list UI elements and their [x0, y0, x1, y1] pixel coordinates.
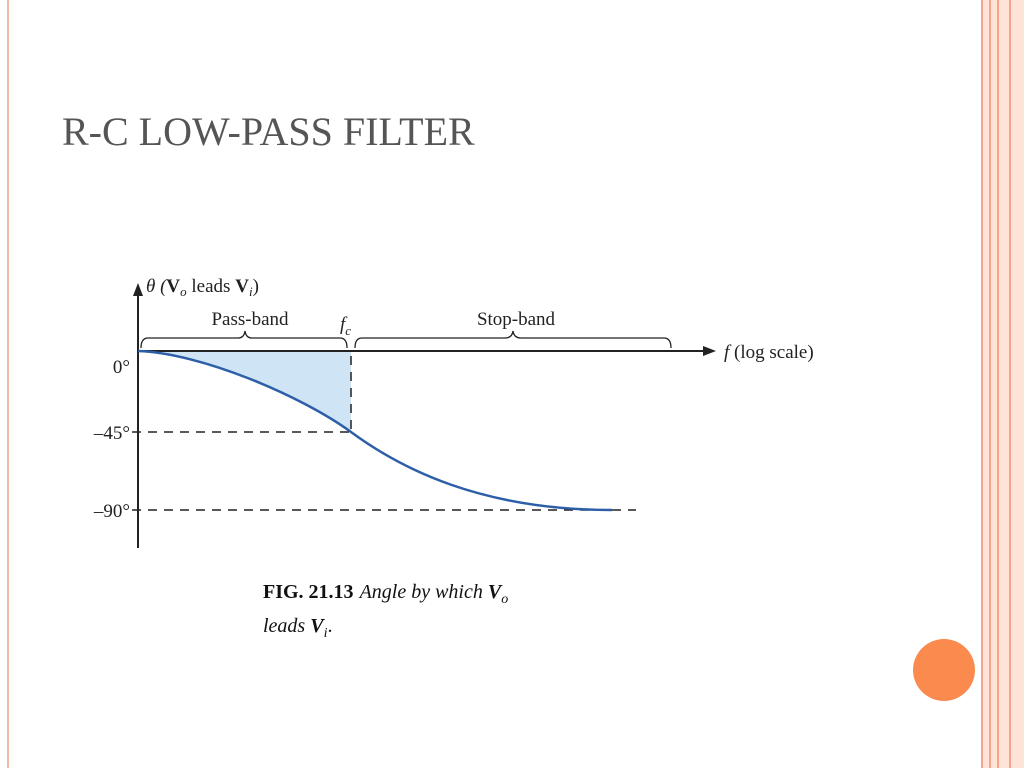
y-axis-label: θ (Vo leads Vi) [146, 276, 259, 299]
y-tick-label: 0° [113, 357, 130, 378]
cutoff-label: fc [340, 314, 351, 338]
label-part: V [235, 276, 249, 297]
caption-line1: FIG. 21.13 Angle by which Vo [263, 581, 508, 607]
label-part: θ ( [146, 276, 168, 297]
caption-part: . [327, 615, 332, 637]
label-part: V [166, 276, 180, 297]
x-axis-label: f (log scale) [724, 342, 814, 363]
phase-curve [137, 349, 613, 512]
label-part: c [345, 323, 351, 338]
caption-part: o [501, 592, 508, 607]
caption-line2: leads Vi. [263, 615, 332, 641]
caption-part: leads [263, 615, 310, 637]
caption-part: V [310, 615, 325, 637]
pass-band-label: Pass-band [211, 309, 289, 330]
label-part: o [180, 284, 187, 299]
caption-part: Angle by which [358, 581, 488, 603]
label-part: f [724, 342, 732, 363]
decor-circle [913, 639, 975, 701]
label-part: ) [253, 276, 259, 297]
caption-number: FIG. 21.13 [263, 581, 354, 603]
label-part: (log scale) [729, 342, 813, 363]
caption-part: V [488, 581, 503, 603]
pass-brace [140, 330, 348, 349]
slide-title: R-C LOW-PASS FILTER [62, 109, 475, 154]
label-part: f [340, 314, 348, 335]
label-part: leads [187, 276, 236, 297]
x-arrow [703, 346, 716, 356]
stop-band-label: Stop-band [477, 309, 556, 330]
shaded-region [138, 351, 351, 432]
y-tick-label: –45° [93, 423, 130, 444]
y-tick-label: –90° [93, 501, 130, 522]
y-arrow [133, 283, 143, 296]
side-stripes [982, 0, 1024, 768]
label-part: i [249, 284, 253, 299]
stop-brace [354, 330, 672, 349]
caption-part: i [324, 626, 328, 641]
